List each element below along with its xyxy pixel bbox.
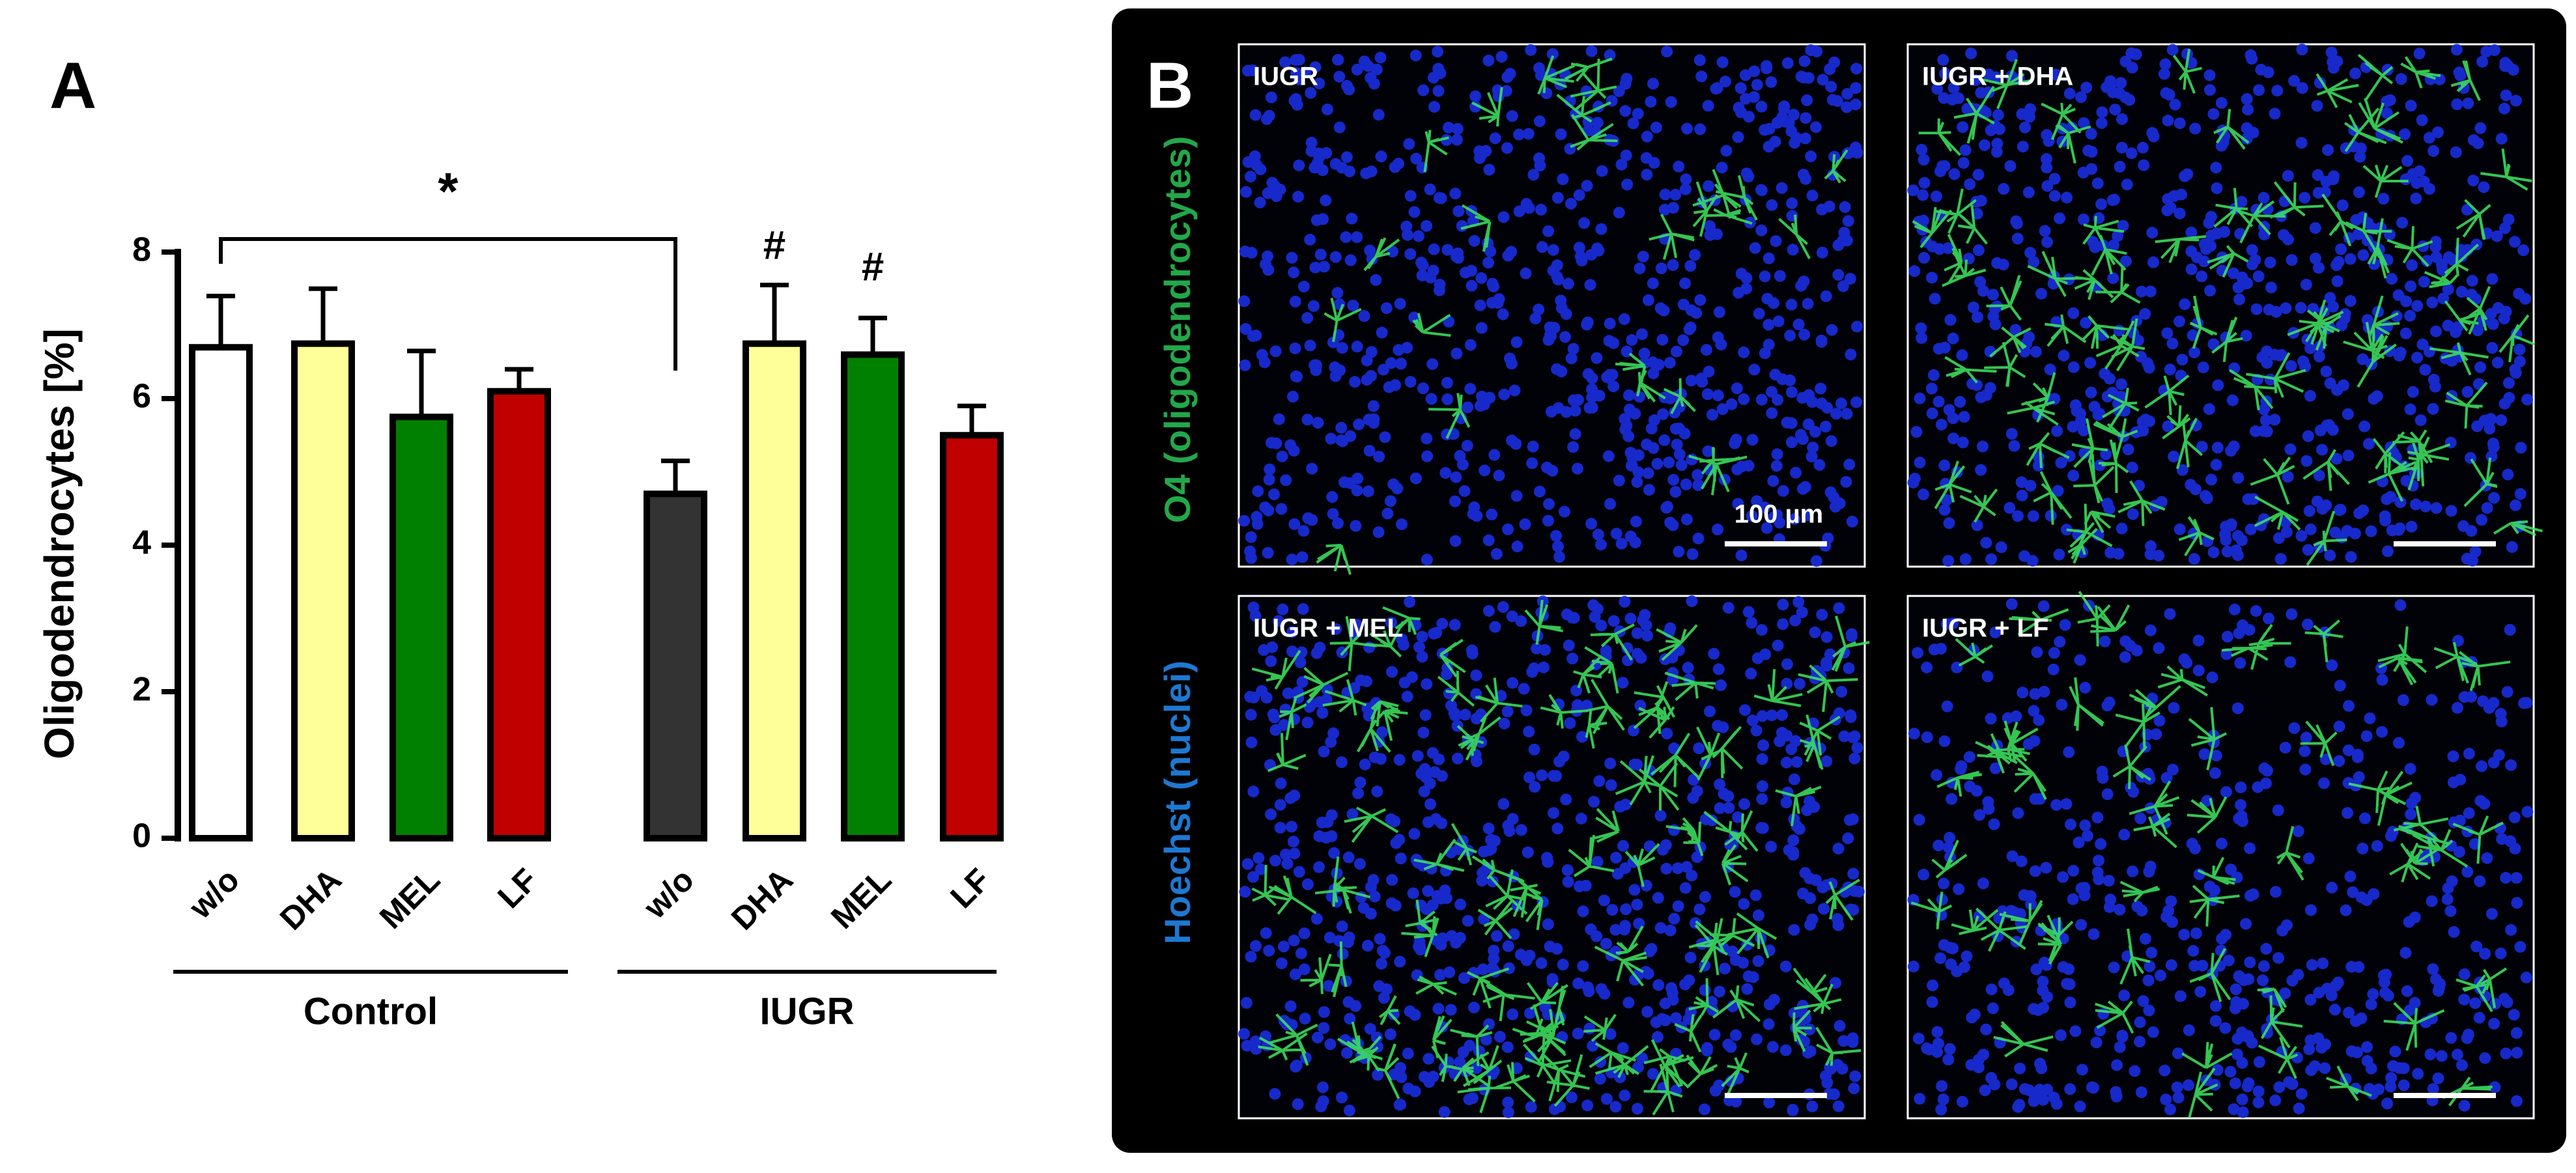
bar xyxy=(940,432,1004,841)
annotation: # xyxy=(862,244,884,289)
group-label: Control xyxy=(304,990,438,1032)
image-title: IUGR + MEL xyxy=(1253,614,1403,643)
nuclei xyxy=(1907,598,2534,1118)
bar xyxy=(189,344,253,841)
bar xyxy=(389,414,453,841)
image-title: IUGR + LF xyxy=(1922,614,2048,643)
panel-label: B xyxy=(1146,49,1193,122)
bar xyxy=(487,388,551,841)
nuclei xyxy=(1238,44,1863,567)
image-title: IUGR xyxy=(1253,63,1318,91)
bar xyxy=(644,490,707,841)
panel-label: A xyxy=(50,49,96,122)
nuclei xyxy=(1907,44,2534,567)
stain-label: O4 (oligodendrocytes) xyxy=(1157,136,1198,523)
y-tick-label: 6 xyxy=(132,378,151,416)
y-tick-label: 4 xyxy=(132,524,151,562)
group-label: IUGR xyxy=(760,990,855,1032)
oligodendrocytes xyxy=(1316,55,1848,575)
oligodendrocytes xyxy=(1910,591,2511,1118)
bar xyxy=(841,351,905,841)
y-tick-label: 0 xyxy=(132,817,151,855)
y-axis-title: Oligodendrocytes [%] xyxy=(36,328,83,759)
annotation: # xyxy=(763,223,786,268)
bar xyxy=(291,340,355,841)
bar xyxy=(743,340,806,841)
micrographs: IUGR IUGR + DHA IUGR + MEL IUGR + LF 100 µm H… xyxy=(1157,43,2543,1120)
y-tick-label: 2 xyxy=(132,671,151,709)
oligodendrocytes xyxy=(1912,48,2543,566)
significance-bracket xyxy=(219,237,677,371)
oligodendrocytes xyxy=(1251,599,1870,1116)
annotation: * xyxy=(438,162,459,220)
scale-bar-label: 100 µm xyxy=(1734,500,1823,529)
y-tick-label: 8 xyxy=(132,231,151,269)
stain-label: Hoechst (nuclei) xyxy=(1157,660,1198,944)
image-title: IUGR + DHA xyxy=(1922,63,2073,91)
